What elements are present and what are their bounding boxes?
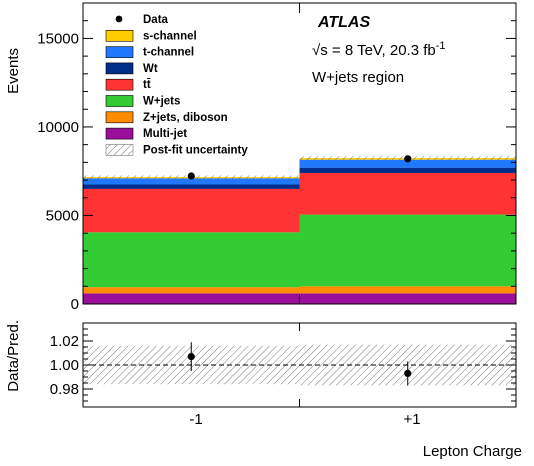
atlas-label: ATLAS	[317, 14, 370, 31]
y-tick-label: 0	[71, 296, 79, 313]
data-points	[187, 155, 412, 180]
y-tick-label: 5000	[46, 207, 79, 224]
ratio-points	[187, 342, 412, 386]
legend-label: Data	[143, 14, 169, 26]
y-axis-label: Events	[5, 48, 22, 94]
bar-segment	[83, 184, 300, 189]
energy-superscript: -1	[436, 40, 446, 52]
legend-label: tt̄	[143, 79, 151, 91]
legend-marker	[115, 15, 123, 23]
legend-label: Z+jets, diboson	[143, 112, 228, 124]
bar-segment	[83, 232, 300, 288]
ratio-x-ticks	[82, 323, 517, 407]
energy-label: √s = 8 TeV, 20.3 fb-1	[312, 40, 446, 59]
bar-segment	[299, 214, 516, 287]
legend-label: Post-fit uncertainty	[143, 144, 248, 156]
main-y-ticks: 0 5000 10000 15000	[37, 2, 516, 313]
legend: Data s-channel t-channel Wt tt̄ W+jets Z+jets,…	[105, 14, 248, 156]
ratio-panel: 0.98 1.00 1.02 Data/Pred. -1 +1 Lepton Cha…	[5, 320, 522, 460]
bar-segment	[83, 178, 300, 185]
ratio-y-ticks: 0.98 1.00 1.02	[50, 322, 516, 402]
data-point	[187, 172, 195, 180]
legend-label: Wt	[143, 63, 158, 75]
bar-segment	[299, 159, 516, 168]
bar-segment	[299, 167, 516, 173]
main-panel: 0 5000 10000 15000 Events Data s-channel t-ch…	[5, 2, 517, 313]
ratio-point	[404, 369, 412, 377]
legend-swatch	[105, 127, 134, 140]
legend-swatch	[105, 78, 134, 91]
x-tick-label-pos: +1	[403, 411, 420, 428]
ratio-y-tick-label: 1.00	[50, 357, 79, 374]
legend-swatch	[105, 62, 134, 75]
data-point	[404, 155, 412, 163]
x-axis-label: Lepton Charge	[423, 443, 522, 460]
legend-label: Multi-jet	[143, 128, 187, 140]
legend-label: W+jets	[143, 96, 180, 108]
ratio-y-tick-label: 1.02	[50, 333, 79, 350]
bar-segment	[83, 293, 300, 304]
bar-segment	[83, 287, 300, 294]
bar-segment	[299, 286, 516, 294]
main-x-ticks	[82, 3, 517, 304]
legend-swatch	[105, 29, 134, 42]
x-tick-label-neg: -1	[189, 411, 202, 428]
bar-segment	[299, 293, 516, 304]
ratio-y-tick-label: 0.98	[50, 381, 79, 398]
stacked-bars	[83, 158, 516, 304]
y-tick-label: 10000	[37, 119, 79, 136]
region-label: W+jets region	[312, 69, 404, 86]
legend-label: s-channel	[143, 30, 197, 42]
legend-swatch	[105, 95, 134, 107]
ratio-y-axis-label: Data/Pred.	[5, 320, 22, 392]
legend-swatch	[105, 46, 134, 58]
legend-label: t-channel	[143, 47, 194, 59]
y-tick-label: 15000	[37, 30, 79, 47]
legend-swatch	[105, 144, 134, 156]
ratio-point	[187, 353, 195, 361]
legend-swatch	[105, 111, 134, 124]
bar-segment	[299, 172, 516, 215]
bar-segment	[83, 188, 300, 233]
